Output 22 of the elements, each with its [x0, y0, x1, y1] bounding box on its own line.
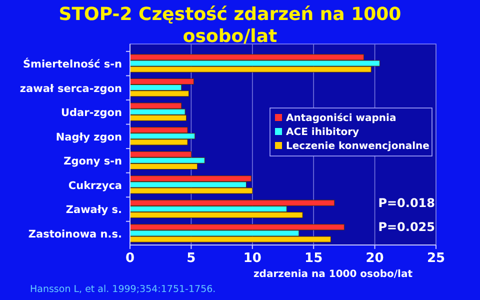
y-tick-label: Udar-zgon [61, 107, 122, 120]
x-tick-label: 15 [304, 251, 323, 266]
x-tick-label: 20 [366, 251, 384, 266]
x-tick-label: 0 [125, 251, 135, 266]
legend-label: Leczenie konwencjonalne [286, 141, 430, 152]
chart-title: STOP-2 Częstość zdarzeń na 1000 osobo/lat [58, 4, 402, 47]
annotation: P=0.018 [378, 196, 436, 210]
x-tick-label: 10 [243, 251, 262, 266]
x-tick-label: 5 [186, 251, 196, 266]
x-axis-title: zdarzenia na 1000 osobo/lat [253, 269, 413, 280]
y-tick-label: Zgony s-n [64, 156, 122, 168]
y-tick-label: Cukrzyca [68, 180, 122, 192]
legend-label: Antagoniści wapnia [286, 112, 396, 124]
text: Hansson L, et al. 1999;354:1751-1756. [30, 284, 216, 295]
y-tick-label: Zawały s. [66, 204, 122, 216]
y-tick-label: Nagły zgon [56, 131, 122, 144]
legend-label: ACE ihibitory [286, 127, 360, 138]
y-tick-label: zawał serca-zgon [20, 82, 122, 95]
y-tick-label: Śmiertelność s-n [22, 58, 122, 71]
x-tick-label: 25 [426, 251, 446, 266]
annotation: P=0.025 [378, 220, 436, 234]
y-tick-label: Zastoinowa n.s. [28, 228, 122, 240]
